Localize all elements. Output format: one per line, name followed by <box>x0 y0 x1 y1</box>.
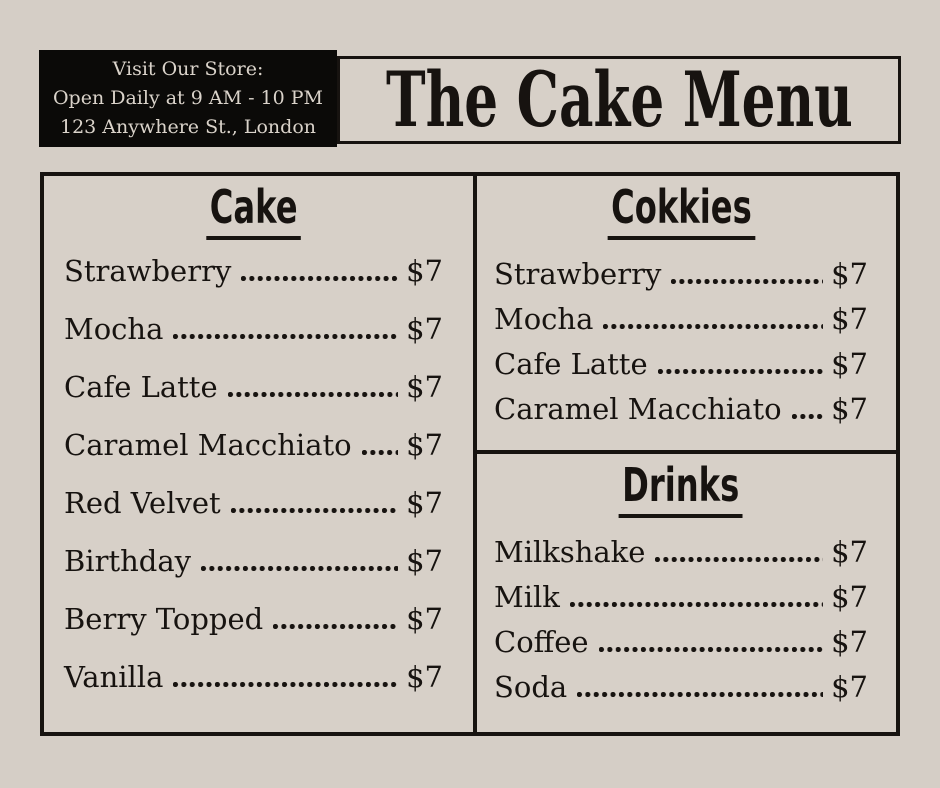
item-price: $7 <box>406 659 443 694</box>
menu-item: Mocha $7 <box>64 312 443 346</box>
dotted-leader <box>569 601 824 607</box>
dotted-leader <box>227 391 399 397</box>
dotted-leader <box>173 333 399 339</box>
store-info-panel: Visit Our Store: Open Daily at 9 AM - 10… <box>39 50 337 147</box>
item-name: Strawberry <box>64 253 232 288</box>
item-price: $7 <box>831 534 868 569</box>
item-price: $7 <box>831 579 868 614</box>
menu-panel: Cake Strawberry $7 Mocha $7 Cafe Latte $… <box>40 172 900 736</box>
item-price: $7 <box>831 624 868 659</box>
section-drinks: Drinks Milkshake $7 Milk $7 Coffee $7 <box>477 454 896 732</box>
store-info-line-3: 123 Anywhere St., London <box>59 116 316 138</box>
dotted-leader <box>671 278 824 284</box>
cokkies-items: Strawberry $7 Mocha $7 Cafe Latte $7 Car… <box>494 257 868 426</box>
dotted-leader <box>241 275 399 281</box>
dotted-leader <box>655 556 824 562</box>
menu-item: Birthday $7 <box>64 544 443 578</box>
dotted-leader <box>361 449 399 455</box>
item-price: $7 <box>406 369 443 404</box>
item-name: Mocha <box>64 311 164 346</box>
item-price: $7 <box>831 346 868 381</box>
menu-item: Soda $7 <box>494 670 868 704</box>
menu-item: Coffee $7 <box>494 625 868 659</box>
dotted-leader <box>273 623 399 629</box>
item-name: Cafe Latte <box>64 369 218 404</box>
item-price: $7 <box>406 427 443 462</box>
item-price: $7 <box>406 601 443 636</box>
item-name: Vanilla <box>64 659 164 694</box>
menu-title-box: The Cake Menu <box>337 56 901 144</box>
item-name: Coffee <box>494 624 589 659</box>
dotted-leader <box>598 646 824 652</box>
page-title: The Cake Menu <box>385 56 853 144</box>
drinks-items: Milkshake $7 Milk $7 Coffee $7 Soda <box>494 535 868 704</box>
item-price: $7 <box>406 253 443 288</box>
menu-item: Milk $7 <box>494 580 868 614</box>
item-price: $7 <box>831 301 868 336</box>
menu-item: Strawberry $7 <box>64 254 443 288</box>
item-name: Cafe Latte <box>494 346 648 381</box>
right-column: Cokkies Strawberry $7 Mocha $7 Cafe Latt… <box>477 176 896 732</box>
item-name: Caramel Macchiato <box>64 427 352 462</box>
section-cake: Cake Strawberry $7 Mocha $7 Cafe Latte $… <box>44 176 477 732</box>
section-title-cake: Cake <box>64 182 443 240</box>
cake-items: Strawberry $7 Mocha $7 Cafe Latte $7 Car… <box>64 254 443 694</box>
section-title-cake-text: Cake <box>206 182 301 240</box>
item-name: Berry Topped <box>64 601 264 636</box>
section-title-drinks: Drinks <box>494 460 868 518</box>
item-name: Caramel Macchiato <box>494 391 782 426</box>
menu-item: Caramel Macchiato $7 <box>494 392 868 426</box>
menu-item: Vanilla $7 <box>64 660 443 694</box>
menu-item: Cafe Latte $7 <box>64 370 443 404</box>
menu-item: Milkshake $7 <box>494 535 868 569</box>
dotted-leader <box>603 323 824 329</box>
item-name: Red Velvet <box>64 485 221 520</box>
store-info-line-2: Open Daily at 9 AM - 10 PM <box>52 87 323 109</box>
item-name: Mocha <box>494 301 594 336</box>
item-name: Birthday <box>64 543 192 578</box>
menu-item: Cafe Latte $7 <box>494 347 868 381</box>
item-name: Soda <box>494 669 568 704</box>
section-title-drinks-text: Drinks <box>618 460 744 518</box>
dotted-leader <box>657 368 824 374</box>
menu-item: Strawberry $7 <box>494 257 868 291</box>
section-title-cokkies-text: Cokkies <box>607 182 755 240</box>
item-price: $7 <box>831 669 868 704</box>
item-price: $7 <box>831 256 868 291</box>
dotted-leader <box>577 691 824 697</box>
menu-item: Caramel Macchiato $7 <box>64 428 443 462</box>
item-price: $7 <box>406 311 443 346</box>
section-title-cokkies: Cokkies <box>494 182 868 240</box>
item-price: $7 <box>831 391 868 426</box>
dotted-leader <box>173 681 399 687</box>
item-name: Milkshake <box>494 534 646 569</box>
section-cokkies: Cokkies Strawberry $7 Mocha $7 Cafe Latt… <box>477 176 896 454</box>
dotted-leader <box>791 413 824 419</box>
menu-item: Red Velvet $7 <box>64 486 443 520</box>
dotted-leader <box>201 565 399 571</box>
dotted-leader <box>230 507 399 513</box>
menu-item: Mocha $7 <box>494 302 868 336</box>
item-price: $7 <box>406 543 443 578</box>
menu-item: Berry Topped $7 <box>64 602 443 636</box>
store-info-line-1: Visit Our Store: <box>112 58 264 80</box>
item-name: Milk <box>494 579 560 614</box>
item-price: $7 <box>406 485 443 520</box>
item-name: Strawberry <box>494 256 662 291</box>
